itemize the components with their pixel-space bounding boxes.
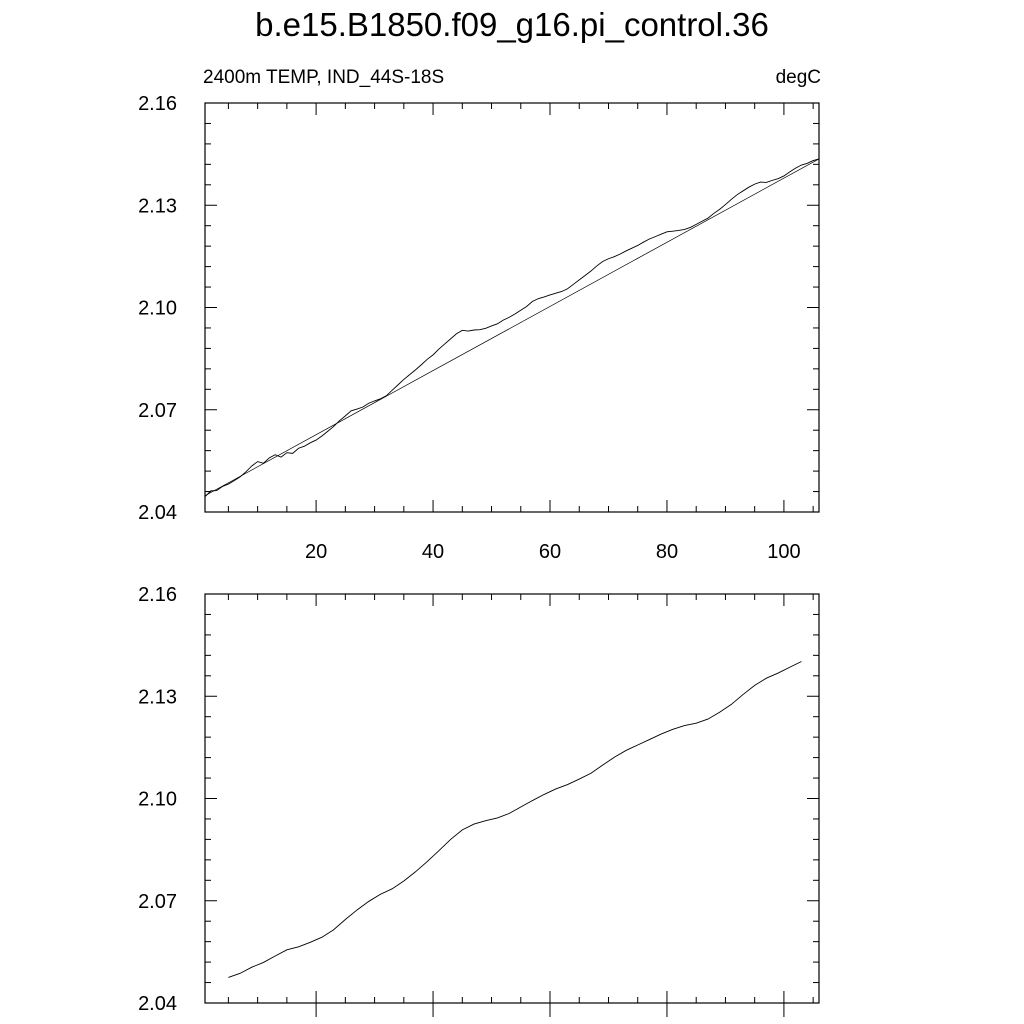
y-tick-label: 2.10: [138, 298, 177, 320]
plot-frame: [204, 102, 820, 513]
x-tick-label: 100: [767, 541, 800, 563]
y-tick-label: 2.04: [138, 993, 177, 1015]
series-line-2: [204, 158, 820, 496]
x-tick-label: 80: [656, 541, 678, 563]
page-title: b.e15.B1850.f09_g16.pi_control.36: [255, 6, 769, 43]
y-tick-label: 2.04: [138, 502, 177, 524]
x-tick-label: 60: [539, 541, 561, 563]
y-tick-label: 2.07: [138, 891, 177, 913]
y-tick-label: 2.16: [138, 584, 177, 606]
y-tick-label: 2.16: [138, 93, 177, 115]
top-panel: 2.04 2.07 2.10 2.13 2.16 20 40 60 80 100 2400m TEM…: [138, 67, 821, 563]
series-line-1: [228, 661, 802, 978]
x-tick-label: 40: [422, 541, 444, 563]
plot-frame: [204, 593, 820, 1004]
x-tick-label: 20: [305, 541, 327, 563]
y-tick-label: 2.13: [138, 686, 177, 708]
left-string: 2400m TEMP, IND_44S-18S: [203, 67, 444, 88]
y-tick-label: 2.10: [138, 789, 177, 811]
y-tick-label: 2.13: [138, 195, 177, 217]
y-tick-label: 2.07: [138, 400, 177, 422]
right-string: degC: [776, 67, 821, 88]
series-line-1: [204, 158, 820, 497]
bottom-panel: 2.04 2.07 2.10 2.13 2.16: [138, 584, 820, 1017]
